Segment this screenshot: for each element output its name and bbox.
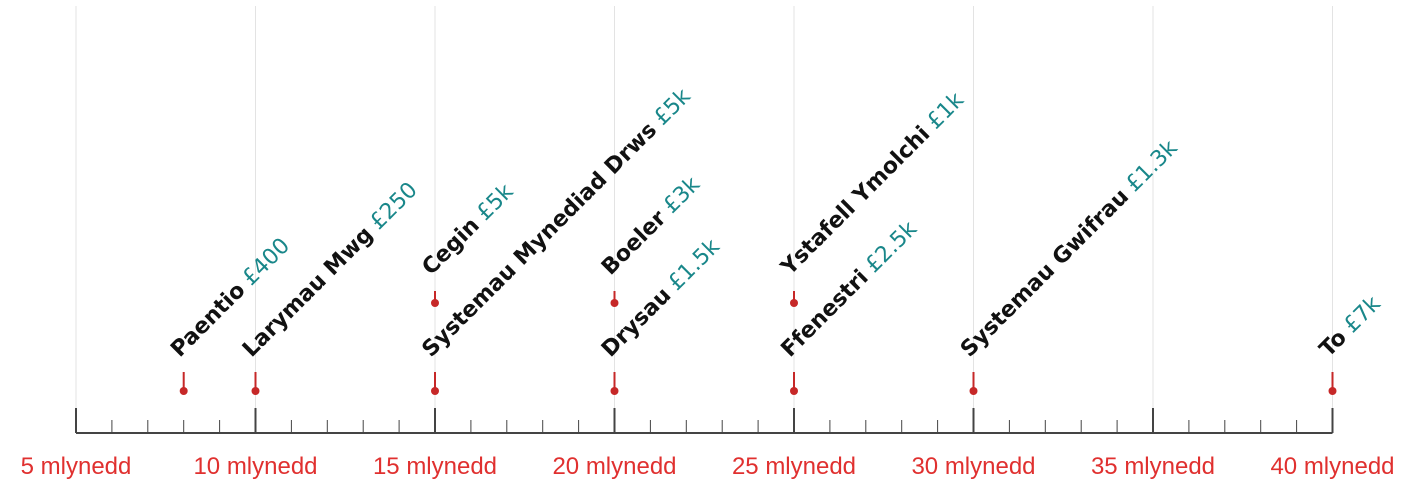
axis-label: 5 mlynedd (21, 453, 132, 480)
item-cost: £3k (659, 172, 706, 219)
item-name: Larymau Mwg (238, 222, 378, 362)
item-name: Drysau (597, 283, 676, 362)
item-name: Boeler (597, 206, 671, 280)
axis-label: 25 mlynedd (732, 453, 856, 480)
item-name: Cegin (418, 213, 485, 280)
axis-label: 35 mlynedd (1091, 453, 1215, 480)
item-cost: £7k (1339, 291, 1386, 338)
item-cost: £1.3k (1121, 136, 1183, 198)
axis-label: 20 mlynedd (552, 453, 676, 480)
marker-dot (179, 387, 188, 395)
item-cost: £400 (238, 233, 295, 290)
item-label-to: To£7k (1315, 291, 1386, 362)
marker-dot (969, 387, 978, 395)
item-name: Systemau Gwifrau (956, 184, 1134, 362)
axis-label: 30 mlynedd (911, 453, 1035, 480)
marker-dot (790, 299, 798, 307)
item-name: To (1315, 325, 1352, 362)
item-name: Ystafell Ymolchi (776, 122, 935, 281)
marker-dot (251, 387, 260, 395)
item-name: Ffenestri (777, 265, 874, 362)
item-cost: £2.5k (861, 217, 923, 279)
item-label-paentio: Paentio£400 (166, 233, 295, 362)
axis-label: 10 mlynedd (193, 453, 317, 480)
marker-dot (790, 387, 798, 395)
item-name: Paentio (166, 278, 250, 362)
marker-dot (431, 387, 439, 395)
item-cost: £1.5k (664, 234, 726, 296)
timeline-axis: 5 mlynedd 10 mlynedd 15 mlynedd 20 mlynedd 2… (21, 408, 1395, 480)
item-cost: £5k (472, 179, 519, 226)
marker-dot (1328, 387, 1337, 395)
marker-dot (610, 299, 619, 307)
item-cost: £250 (365, 178, 422, 235)
item-cost: £5k (649, 84, 696, 131)
item-label-systemau-gwifrau: Systemau Gwifrau£1.3k (956, 136, 1183, 363)
marker-dot (610, 387, 619, 395)
axis-label: 40 mlynedd (1270, 453, 1394, 480)
grid-lines (75, 6, 1333, 408)
item-markers (179, 291, 1337, 395)
axis-label: 15 mlynedd (373, 453, 497, 480)
item-cost: £1k (922, 88, 969, 135)
marker-dot (431, 299, 439, 307)
item-label-ffenestri: Ffenestri£2.5k (777, 217, 923, 363)
